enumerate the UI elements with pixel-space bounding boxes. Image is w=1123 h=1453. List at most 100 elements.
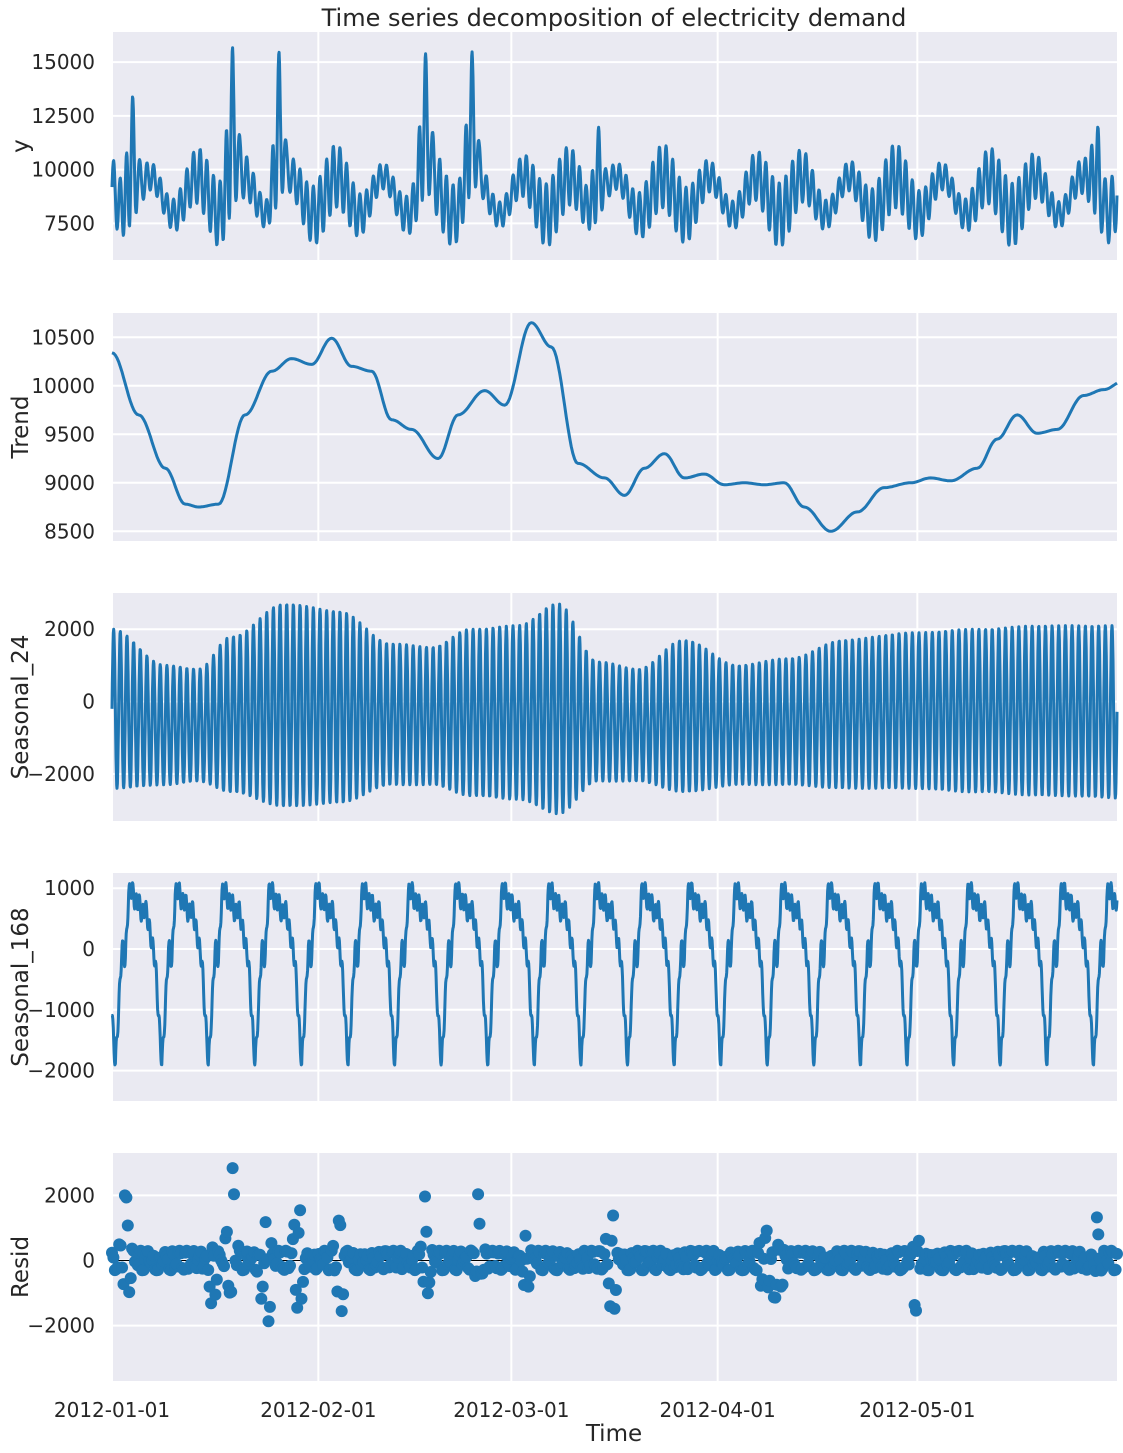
panel-resid-point: [1090, 1211, 1103, 1224]
panel-resid-ylabel: Resid: [8, 1236, 34, 1298]
panel-trend-yticks: 8500 9000 9500 10000 10500: [31, 325, 95, 543]
panel-resid-point: [297, 1275, 309, 1288]
panel-resid-point: [284, 1259, 296, 1272]
panel-resid-point: [202, 1264, 215, 1276]
panel-seasonal-24-ytick-label: −2000: [27, 762, 95, 786]
panel-resid-point: [121, 1219, 134, 1232]
panel-seasonal-168-ytick-label: 1000: [44, 876, 95, 900]
panel-seasonal-24-ytick-label: 2000: [44, 617, 95, 641]
panel-resid-point: [912, 1234, 925, 1247]
panel-trend-background: [112, 313, 1117, 541]
panel-resid-point: [335, 1305, 348, 1318]
panel-resid-series: [106, 1162, 1123, 1328]
panel-trend-ytick-label: 9500: [44, 422, 95, 446]
panel-resid-point: [124, 1272, 137, 1285]
panel-y-ytick-label: 7500: [44, 211, 95, 235]
panel-resid-point: [421, 1287, 434, 1300]
panel-trend-series: [111, 321, 1118, 533]
panel-resid-point: [265, 1237, 278, 1250]
panel-seasonal-168-ylabel: Seasonal_168: [8, 907, 34, 1066]
panel-trend-line: [111, 321, 1118, 533]
panel-resid-point: [1111, 1247, 1123, 1260]
panel-resid-ytick-label: 0: [82, 1248, 95, 1272]
panel-resid-point: [1109, 1263, 1122, 1276]
panel-resid-point: [467, 1247, 480, 1260]
panel-resid-point: [902, 1258, 915, 1271]
panel-resid-point: [608, 1302, 621, 1315]
panel-seasonal-168: −2000 −1000 0 1000 Seasonal_168: [8, 873, 1119, 1101]
panel-resid-point: [414, 1240, 427, 1253]
panel-trend-grid: [111, 313, 1117, 541]
panel-resid-point: [262, 1315, 275, 1328]
panel-resid-point: [769, 1291, 782, 1304]
panel-resid-point: [598, 1248, 611, 1261]
panel-resid-point: [605, 1234, 618, 1247]
panel-y-ytick-label: 10000: [31, 158, 95, 182]
panel-resid-point: [225, 1285, 238, 1298]
panel-resid-point: [1092, 1228, 1105, 1241]
panel-y: 7500 10000 12500 15000 y: [8, 32, 1119, 260]
panel-resid-point: [601, 1258, 614, 1271]
x-tick-label: 2012-04-01: [660, 1398, 776, 1422]
panel-resid-point: [294, 1204, 307, 1217]
panel-resid-point: [107, 1251, 120, 1264]
panel-y-yticks: 7500 10000 12500 15000: [31, 50, 95, 235]
panel-resid-point: [327, 1239, 340, 1252]
panel-resid-point: [259, 1216, 272, 1229]
panel-seasonal-168-line: [110, 881, 1119, 1067]
panel-resid-point: [776, 1278, 789, 1291]
panel-resid-point: [292, 1226, 305, 1239]
panel-resid-point: [226, 1162, 239, 1175]
panel-resid-point: [116, 1261, 129, 1274]
x-tick-label: 2012-05-01: [859, 1398, 975, 1422]
panel-resid-point: [114, 1239, 127, 1252]
x-tick-label: 2012-01-01: [54, 1398, 170, 1422]
panel-trend-ytick-label: 9000: [44, 471, 95, 495]
panel-resid-ytick-label: −2000: [27, 1314, 95, 1338]
panel-resid-point: [607, 1209, 620, 1222]
x-tick-label: 2012-03-01: [453, 1398, 569, 1422]
panel-resid-point: [291, 1301, 304, 1314]
chart-title: Time series decomposition of electricity…: [321, 4, 907, 32]
panel-resid-point: [910, 1304, 922, 1317]
x-axis-label: Time: [585, 1421, 642, 1447]
panel-resid-point: [337, 1288, 350, 1301]
panel-resid: −2000 0 2000 Resid: [8, 1153, 1123, 1381]
panel-resid-point: [123, 1286, 136, 1299]
panel-resid-point: [472, 1188, 485, 1201]
panel-resid-point: [424, 1266, 437, 1278]
panel-resid-point: [522, 1280, 535, 1293]
panel-seasonal-168-yticks: −2000 −1000 0 1000: [27, 876, 95, 1082]
panel-seasonal-24: −2000 0 2000 Seasonal_24: [8, 593, 1119, 821]
panel-resid-point: [473, 1217, 486, 1230]
panel-resid-point: [295, 1292, 308, 1305]
panel-resid-point: [285, 1247, 298, 1260]
panel-y-line: [110, 46, 1119, 247]
panel-resid-point: [523, 1270, 536, 1283]
panel-resid-point: [263, 1300, 276, 1313]
panel-resid-point: [289, 1283, 302, 1296]
panel-resid-point: [334, 1219, 347, 1232]
panel-resid-point: [330, 1261, 342, 1274]
panel-resid-point: [137, 1264, 150, 1276]
x-axis-ticks: 2012-01-01 2012-02-01 2012-03-01 2012-04-01…: [54, 1398, 976, 1422]
panel-seasonal-24-ytick-label: 0: [82, 690, 95, 714]
panel-seasonal-168-ytick-label: −1000: [27, 998, 95, 1022]
panel-resid-point: [419, 1190, 431, 1203]
panel-seasonal-24-line: [110, 602, 1119, 816]
panel-trend: 8500 9000 9500 10000 10500 Trend: [8, 313, 1118, 543]
panel-seasonal-168-ytick-label: −2000: [27, 1059, 95, 1083]
panel-y-series: [110, 46, 1119, 247]
panel-seasonal-24-ylabel: Seasonal_24: [8, 635, 34, 780]
panel-resid-point: [209, 1288, 222, 1301]
panel-seasonal-168-ytick-label: 0: [82, 937, 95, 961]
panel-y-ylabel: y: [8, 139, 34, 153]
panel-trend-ytick-label: 10000: [31, 374, 95, 398]
panel-resid-point: [423, 1276, 436, 1289]
panel-trend-ylabel: Trend: [8, 396, 34, 460]
panel-resid-point: [760, 1224, 773, 1237]
panel-resid-point: [210, 1273, 223, 1286]
panel-resid-point: [251, 1265, 263, 1278]
panel-resid-point: [519, 1229, 532, 1242]
